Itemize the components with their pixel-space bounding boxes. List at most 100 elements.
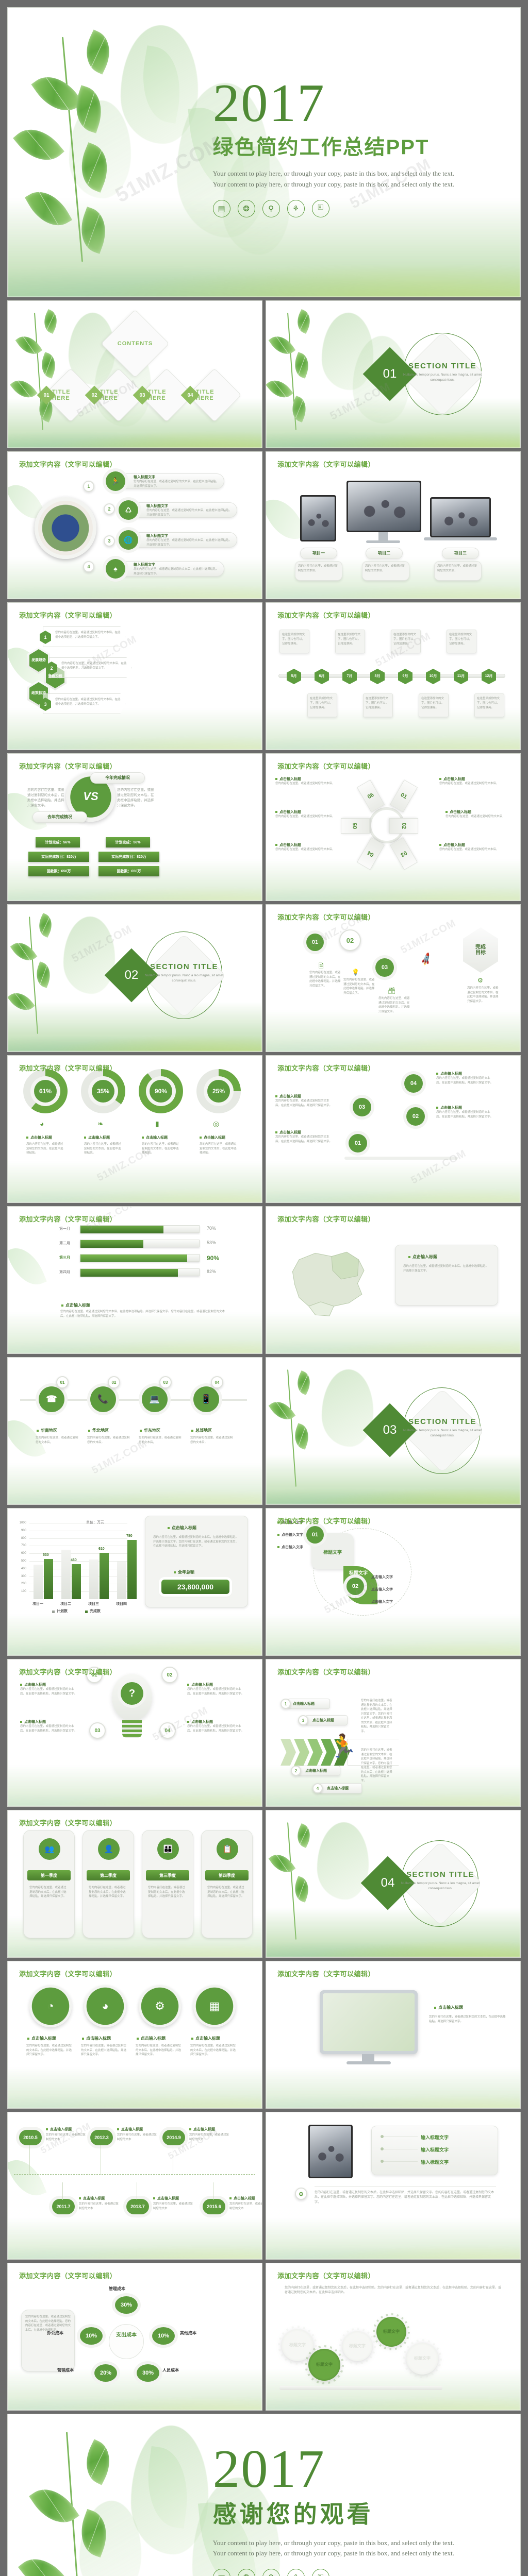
gear-2[interactable]: 标题文字 bbox=[308, 2349, 340, 2381]
slide-year-timeline[interactable]: 51MIZ.COM 51MIZ.COM 2010.5 点击输入标题 您的内容打在这里… bbox=[7, 2112, 262, 2260]
lightbulb-icon[interactable]: ⚘ bbox=[287, 2569, 305, 2576]
slide-contents[interactable]: 51MIZ.COM CONTENTS TITLE HERE 01 TITLE H… bbox=[7, 300, 262, 448]
list-item[interactable] bbox=[131, 502, 237, 518]
year-marker-2[interactable]: 2011.7 bbox=[52, 2199, 75, 2214]
award-icon[interactable]: ❂ bbox=[237, 199, 255, 217]
lightbulb-icon[interactable]: ⚘ bbox=[287, 199, 305, 217]
device-label-2[interactable] bbox=[366, 548, 403, 559]
device-label-3[interactable] bbox=[442, 548, 479, 559]
year-marker-6[interactable]: 2015.6 bbox=[203, 2199, 225, 2214]
circle-icon-ring-4[interactable]: ▦ bbox=[193, 1985, 236, 2027]
year-marker-4[interactable]: 2013.7 bbox=[126, 2199, 149, 2214]
slide-gears[interactable]: 添加文字内容（文字可以编辑） 您的内容打在这里，或者通过复制您的文本后，在此框中… bbox=[266, 2263, 521, 2411]
slide-donuts[interactable]: 添加文字内容（文字可以编辑） 51MIZ.COM 61% ◕ 点击输入标题 您的内容打… bbox=[7, 1055, 262, 1203]
slide-cover[interactable]: 51MIZ.COM 51MIZ.COM 2017 绿色简约工作总结PPT You… bbox=[7, 7, 521, 297]
month-marker[interactable]: 8月 bbox=[370, 669, 385, 684]
list-item[interactable] bbox=[131, 532, 237, 548]
slide-section-01[interactable]: 51MIZ.COM 01 SECTION TITLE Nullam eu tem… bbox=[266, 300, 521, 448]
runner-icon[interactable]: 🏃 bbox=[106, 471, 125, 491]
month-marker[interactable]: 5月 bbox=[287, 669, 301, 684]
list-item[interactable] bbox=[119, 473, 224, 489]
slide-bar-chart[interactable]: 1000 900 800 700 600 500 400 300 200 100 530 项目一 460… bbox=[7, 1508, 262, 1656]
num-circle-4[interactable]: 04 bbox=[404, 1074, 423, 1093]
slide-cost[interactable]: 添加文字内容（文字可以编辑） 您的内容打在这里，或者通过复制您的文本后，在此框中… bbox=[7, 2263, 262, 2411]
fan-blade-01[interactable]: 01 bbox=[390, 779, 418, 812]
slide-quarters[interactable]: 添加文字内容（文字可以编辑） 👥 第一季度 您的内容打在这里，或者通过复制您的文本后… bbox=[7, 1810, 262, 1958]
speech-link[interactable]: 点击输入文字 bbox=[277, 1532, 303, 1537]
fan-blade-05[interactable]: 05 bbox=[341, 818, 370, 834]
step-circle-1[interactable]: 01 bbox=[306, 934, 324, 951]
circle-icon-ring-3[interactable]: ⚙ bbox=[139, 1985, 181, 2027]
region-laptop-icon[interactable]: 💻 bbox=[142, 1386, 168, 1412]
bulb-num-3[interactable]: 03 bbox=[89, 1722, 106, 1739]
tablet-item-2[interactable]: 输入标题文字 bbox=[421, 2147, 449, 2153]
month-marker[interactable]: 7月 bbox=[342, 669, 357, 684]
slide-fan[interactable]: 添加文字内容（文字可以编辑） 01 02 03 04 05 06 点击输入标题 您的内容打在… bbox=[266, 753, 521, 901]
slide-monitor[interactable]: 添加文字内容（文字可以编辑） 点击输入标题 您的内容打在这里，或者通过复制您的文… bbox=[266, 1961, 521, 2109]
cost-node-1[interactable]: 30% bbox=[115, 2296, 138, 2314]
slide-section-03[interactable]: 03 SECTION TITLE Nullam eu tempor purus.… bbox=[266, 1357, 521, 1505]
month-marker[interactable]: 11月 bbox=[454, 669, 468, 684]
book-icon[interactable]: ▤ bbox=[212, 199, 230, 217]
speech-link[interactable]: 点击输入文字 bbox=[277, 1545, 303, 1550]
bulb-num-1[interactable]: 01 bbox=[86, 1667, 103, 1683]
month-marker[interactable]: 6月 bbox=[315, 669, 329, 684]
slide-map[interactable]: 添加文字内容（文字可以编辑） 点击输入标题 您的内容打在这里，或者通过复制您的文… bbox=[266, 1206, 521, 1354]
cost-node-5[interactable]: 10% bbox=[80, 2327, 103, 2345]
slide-progress[interactable]: 添加文字内容（文字可以编辑） 51MIZ.COM 第一月 70% 第二月 53% 第三月… bbox=[7, 1206, 262, 1354]
region-telephone-icon[interactable]: ☎ bbox=[39, 1386, 64, 1412]
speech-link[interactable]: 点击输入文字 bbox=[367, 1574, 393, 1580]
slide-regions[interactable]: 51MIZ.COM ☎ 01 华南地区 您的内容打在这里，或者通过复制您的文本后， 📞 0… bbox=[7, 1357, 262, 1505]
slide-section-02[interactable]: 51MIZ.COM 02 SECTION TITLE Nullam eu tem… bbox=[7, 904, 262, 1052]
speech-link[interactable]: 点击输入文字 bbox=[367, 1587, 393, 1592]
step-circle-3[interactable]: 03 bbox=[375, 958, 394, 977]
vs-right-label[interactable] bbox=[90, 772, 145, 784]
fan-blade-06[interactable]: 06 bbox=[357, 779, 385, 812]
circle-icon-ring-2[interactable]: ◕ bbox=[84, 1985, 126, 2027]
speech-link[interactable]: 点击输入文字 bbox=[277, 1520, 303, 1525]
slide-devices[interactable]: 添加文字内容（文字可以编辑） 项目一 项目二 项目三 您的内容打在这里，或者通过… bbox=[266, 451, 521, 599]
book-icon[interactable]: ▤ bbox=[212, 2569, 230, 2576]
search-icon[interactable]: ⚲ bbox=[262, 2569, 280, 2576]
region-phone-handset-icon[interactable]: 📞 bbox=[90, 1386, 116, 1412]
slide-tablet-list[interactable]: 输入标题文字 输入标题文字 输入标题文字 ⊖ 您的内容打在这里，或者通过复制您的文本… bbox=[266, 2112, 521, 2260]
gear-4[interactable]: 标题文字 bbox=[376, 2317, 406, 2347]
step-circle-2[interactable]: 02 bbox=[339, 929, 361, 951]
gear-3[interactable]: 标题文字 bbox=[342, 2331, 372, 2361]
region-mobile-chart-icon[interactable]: 📱 bbox=[193, 1386, 219, 1412]
slide-closing[interactable]: 51MIZ.COM 51MIZ.COM 2017 感谢您的观看 Your con… bbox=[7, 2414, 521, 2576]
document-icon[interactable]: 🗉 bbox=[311, 2569, 329, 2576]
month-marker[interactable]: 9月 bbox=[398, 669, 412, 684]
slide-steps-goal[interactable]: 添加文字内容（文字可以编辑） 51MIZ.COM 51MIZ.COM 01 02… bbox=[266, 904, 521, 1052]
slide-month-timeline[interactable]: 添加文字内容（文字可以编辑） 51MIZ.COM 5月6月7月8月9月10月11… bbox=[266, 602, 521, 750]
cost-node-3[interactable]: 30% bbox=[137, 2364, 159, 2382]
slide-circle-list[interactable]: 添加文字内容（文字可以编辑） 1 2 3 4 🏃 输入标题文字 您的内容打在这里… bbox=[7, 451, 262, 599]
slide-vs[interactable]: 添加文字内容（文字可以编辑） VS 今年完成情况 去年完成情况 您的内容打在这里… bbox=[7, 753, 262, 901]
year-marker-5[interactable]: 2014.9 bbox=[162, 2130, 185, 2145]
cost-node-2[interactable]: 10% bbox=[152, 2327, 175, 2345]
slide-number-steps[interactable]: 添加文字内容（文字可以编辑） 51MIZ.COM 01 03 02 04 点击输… bbox=[266, 1055, 521, 1203]
month-marker[interactable]: 12月 bbox=[482, 669, 496, 684]
slide-runner[interactable]: 添加文字内容（文字可以编辑） 🏃 1 点击输入标题 3 点击输入标题 2 点击输… bbox=[266, 1659, 521, 1807]
device-label-1[interactable] bbox=[300, 548, 337, 559]
search-icon[interactable]: ⚲ bbox=[262, 199, 280, 217]
num-circle-2[interactable]: 02 bbox=[406, 1107, 425, 1126]
bell-icon[interactable]: ♠ bbox=[106, 559, 125, 579]
month-marker[interactable]: 10月 bbox=[426, 669, 440, 684]
tablet-item-1[interactable]: 输入标题文字 bbox=[421, 2135, 449, 2140]
slide-hexagons[interactable]: 添加文字内容（文字可以编辑） 51MIZ.COM 发展趋势 消费习惯 政策扶持 … bbox=[7, 602, 262, 750]
circle-icon-ring-1[interactable]: ◔ bbox=[29, 1985, 72, 2027]
award-icon[interactable]: ❂ bbox=[237, 2569, 255, 2576]
speech-link[interactable]: 点击输入文字 bbox=[367, 1599, 393, 1604]
fan-blade-04[interactable]: 04 bbox=[357, 837, 385, 870]
recycle-icon[interactable]: ♺ bbox=[119, 500, 138, 520]
bulb-num-2[interactable]: 02 bbox=[161, 1667, 178, 1683]
slide-circle-icons[interactable]: 添加文字内容（文字可以编辑） ◔ 点击输入标题 您的内容打在这里，或者通过复制您的文… bbox=[7, 1961, 262, 2109]
list-item[interactable] bbox=[119, 561, 224, 577]
num-circle-3[interactable]: 03 bbox=[353, 1098, 371, 1116]
fan-blade-03[interactable]: 03 bbox=[390, 837, 418, 870]
slide-bulb[interactable]: 添加文字内容（文字可以编辑） 51MIZ.COM ? 01 02 03 04 点… bbox=[7, 1659, 262, 1807]
cost-node-4[interactable]: 20% bbox=[94, 2364, 117, 2382]
year-marker-3[interactable]: 2012.3 bbox=[90, 2130, 113, 2145]
globe-icon[interactable]: 🌐 bbox=[119, 530, 138, 550]
